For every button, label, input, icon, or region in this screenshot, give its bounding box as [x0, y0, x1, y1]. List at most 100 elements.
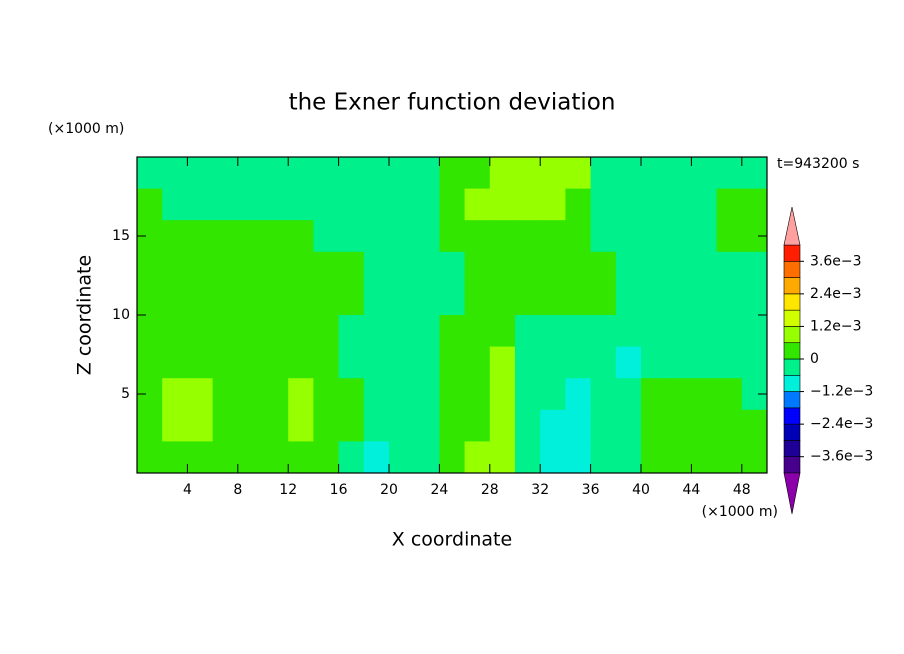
contour-cell: [363, 315, 390, 348]
contour-cell: [565, 409, 592, 442]
contour-cell: [666, 220, 692, 253]
contour-cell: [540, 346, 566, 379]
contour-cell: [338, 315, 365, 348]
contour-cell: [212, 409, 239, 442]
colorbar-tick-label: −2.4e−3: [810, 416, 873, 432]
contour-cell: [666, 441, 692, 474]
colorbar-segment: [783, 374, 801, 392]
contour-cell: [212, 441, 239, 474]
contour-cell: [716, 188, 743, 221]
colorbar-segment: [783, 342, 801, 360]
y-tick-label: 15: [112, 228, 130, 244]
contour-cell: [565, 378, 592, 411]
contour-cell: [464, 251, 491, 284]
contour-cell: [313, 409, 340, 442]
contour-cell: [389, 220, 415, 253]
contour-cell: [691, 378, 718, 411]
contour-cell: [691, 251, 718, 284]
contour-cell: [363, 378, 390, 411]
contour-cell: [540, 315, 566, 348]
contour-cell: [263, 315, 289, 348]
contour-cell: [590, 315, 617, 348]
contour-cell: [162, 251, 188, 284]
contour-cell: [641, 283, 667, 316]
contour-cell: [162, 441, 188, 474]
contour-cell: [716, 220, 743, 253]
contour-cell: [615, 441, 642, 474]
contour-cell: [590, 441, 617, 474]
contour-cell: [162, 378, 188, 411]
contour-cell: [338, 251, 365, 284]
contour-cell: [439, 251, 466, 284]
contour-cell: [615, 251, 642, 284]
contour-cell: [363, 346, 390, 379]
contour-cell: [741, 409, 768, 442]
contour-cell: [237, 188, 264, 221]
contour-cell: [666, 283, 692, 316]
colorbar-segment: [783, 293, 801, 311]
contour-cell: [389, 315, 415, 348]
contour-cell: [313, 188, 340, 221]
contour-cell: [414, 409, 440, 442]
contour-cell: [489, 283, 516, 316]
contour-cell: [489, 220, 516, 253]
x-tick-label: 36: [582, 482, 600, 498]
contour-cell: [691, 283, 718, 316]
contour-cell: [162, 188, 188, 221]
contour-cell: [590, 157, 617, 190]
contour-cell: [615, 378, 642, 411]
contour-cell: [540, 409, 566, 442]
contour-cell: [313, 378, 340, 411]
contour-cell: [414, 441, 440, 474]
contour-cell: [464, 441, 491, 474]
contour-cell: [338, 409, 365, 442]
contour-cell: [212, 251, 239, 284]
y-unit: (×1000 m): [48, 121, 124, 137]
contour-cell: [464, 315, 491, 348]
colorbar-tick-label: −1.2e−3: [810, 384, 873, 400]
contour-cell: [389, 409, 415, 442]
contour-cell: [389, 188, 415, 221]
contour-cell: [716, 346, 743, 379]
contour-cell: [515, 315, 541, 348]
contour-cell: [137, 346, 163, 379]
contour-cell: [263, 157, 289, 190]
colorbar-tick-label: 3.6e−3: [810, 253, 862, 269]
contour-cell: [641, 188, 667, 221]
contour-cell: [565, 346, 592, 379]
contour-cell: [489, 346, 516, 379]
contour-cell: [414, 315, 440, 348]
contour-cell: [565, 188, 592, 221]
contour-cell: [338, 220, 365, 253]
contour-cell: [439, 441, 466, 474]
contour-cell: [288, 409, 314, 442]
contour-cell: [137, 283, 163, 316]
x-tick-label: 16: [330, 482, 348, 498]
contour-cell: [741, 441, 768, 474]
contour-cell: [540, 378, 566, 411]
x-tick-label: 28: [481, 482, 499, 498]
contour-cell: [439, 188, 466, 221]
contour-cell: [363, 251, 390, 284]
contour-cell: [489, 188, 516, 221]
contour-cell: [666, 157, 692, 190]
contour-cell: [741, 251, 768, 284]
y-tick-label: 10: [112, 307, 130, 323]
contour-cell: [515, 378, 541, 411]
contour-cell: [741, 188, 768, 221]
colorbar-segment: [783, 277, 801, 295]
contour-cell: [590, 220, 617, 253]
contour-cell: [489, 441, 516, 474]
colorbar-segment: [783, 391, 801, 409]
contour-cell: [489, 315, 516, 348]
contour-cell: [439, 315, 466, 348]
contour-cell: [288, 220, 314, 253]
contour-cell: [237, 251, 264, 284]
contour-cell: [590, 378, 617, 411]
contour-cell: [313, 220, 340, 253]
contour-cell: [313, 283, 340, 316]
contour-cell: [439, 378, 466, 411]
colorbar-segment: [783, 244, 801, 262]
colorbar-segment: [783, 407, 801, 425]
